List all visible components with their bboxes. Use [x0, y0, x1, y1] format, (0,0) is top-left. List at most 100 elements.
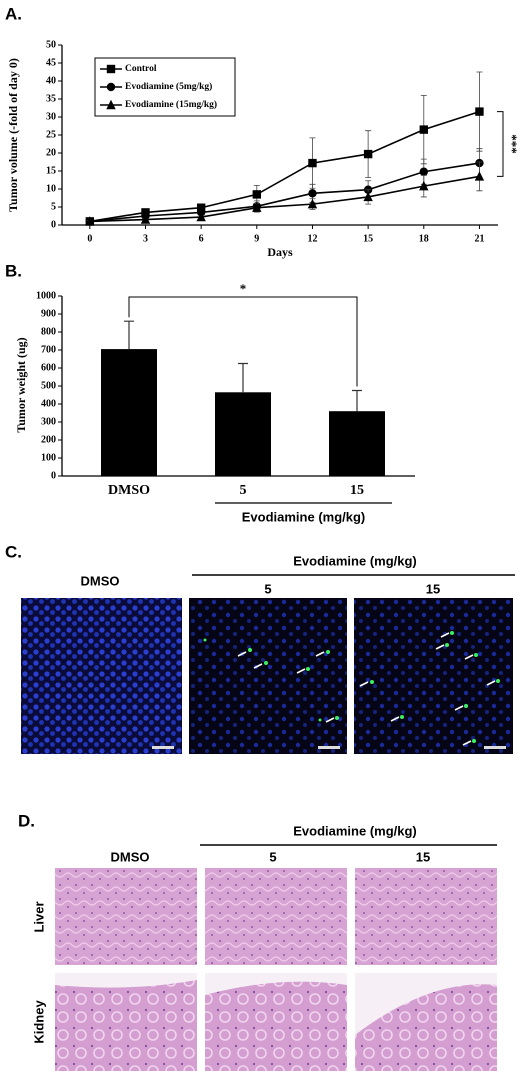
marker	[308, 189, 317, 198]
line	[89, 110, 480, 223]
panel-label: A.	[5, 4, 22, 23]
y-tick-label: 500	[41, 380, 56, 391]
legend-label: Control	[125, 64, 157, 74]
marker	[196, 203, 206, 212]
y-tick-label: 0	[51, 470, 56, 481]
line	[89, 162, 480, 223]
x-tick-label: 6	[199, 233, 204, 244]
marker	[363, 191, 373, 202]
y-tick-label: 1000	[36, 290, 56, 301]
error-bar	[124, 320, 134, 350]
y-axis-label: Tumor volume (-fold of day 0)	[6, 58, 20, 212]
micrograph	[189, 598, 347, 754]
micrograph	[355, 868, 497, 965]
chart-line: A. Tumor volume (-fold of day 0) 0 5 10 15 20 2…	[5, 4, 520, 258]
y-tick-label: 100	[41, 452, 56, 463]
panel-label: B.	[5, 261, 22, 280]
group-label: Evodiamine (mg/kg)	[293, 553, 417, 568]
x-tick-label: 12	[307, 233, 317, 244]
y-tick-label: 15	[46, 165, 56, 176]
x-tick-label: 9	[254, 233, 259, 244]
tissue-edge	[205, 973, 347, 995]
row-label: Liver	[31, 901, 46, 932]
arrows	[237, 632, 496, 746]
tissue-edge	[355, 973, 497, 1035]
x-tick-label: 15	[363, 233, 373, 244]
x-tick-label: 21	[474, 233, 484, 244]
significance-bracket	[497, 111, 504, 177]
bar	[215, 392, 271, 476]
marker	[106, 64, 116, 74]
bar	[101, 349, 157, 476]
y-tick-label: 30	[46, 111, 56, 122]
y-tick-label: 25	[46, 129, 56, 140]
panel-d: D. Evodiamine (mg/kg) DMSO 5 15 Liver Ki…	[18, 811, 497, 1071]
micrograph	[55, 868, 197, 965]
x-tick-label: 5	[240, 483, 247, 498]
y-tick-label: 20	[46, 147, 56, 158]
marker	[308, 158, 317, 168]
group-label: Evodiamine (mg/kg)	[242, 509, 366, 524]
column-label: 5	[264, 581, 271, 596]
marker	[140, 214, 151, 224]
row-label: Kidney	[31, 1000, 46, 1044]
marker	[106, 99, 116, 110]
x-tick-label: 3	[143, 233, 148, 244]
bar	[329, 411, 385, 476]
marker	[474, 171, 485, 181]
annotation: *	[240, 281, 247, 296]
marker	[85, 216, 95, 226]
y-tick-label: 800	[41, 326, 56, 337]
chart-bar: B. Tumor weight (ug) 0 100 200 300 400 500 600 70…	[5, 261, 415, 524]
y-tick-label: 35	[46, 93, 56, 104]
y-axis-label: Tumor weight (ug)	[14, 337, 28, 432]
annotation: ***	[505, 134, 520, 154]
x-tick-label: DMSO	[108, 483, 150, 498]
scale-bar	[484, 746, 506, 749]
micrograph	[354, 598, 513, 754]
y-tick-label: 400	[41, 398, 56, 409]
marker	[419, 167, 428, 176]
marker	[106, 82, 116, 92]
column-label: 15	[426, 581, 440, 596]
x-tick-label: 0	[87, 233, 92, 244]
y-tick-label: 300	[41, 416, 56, 427]
y-tick-label: 600	[41, 362, 56, 373]
y-tick-label: 5	[51, 201, 56, 212]
scale-bar	[152, 746, 174, 749]
marker	[196, 211, 206, 222]
y-tick-label: 900	[41, 308, 56, 319]
panel-label: D.	[18, 811, 35, 830]
micrograph	[55, 973, 197, 1071]
marker	[475, 107, 484, 116]
y-tick-label: 45	[46, 57, 56, 68]
column-label: DMSO	[81, 573, 120, 588]
panel-label: C.	[5, 542, 22, 561]
y-tick-label: 40	[46, 75, 56, 86]
micrograph	[21, 598, 182, 754]
y-tick-label: 0	[51, 219, 56, 230]
column-label: DMSO	[111, 849, 150, 864]
marker	[252, 202, 262, 212]
group-label: Evodiamine (mg/kg)	[293, 823, 417, 838]
column-label: 5	[269, 849, 276, 864]
x-axis-label: Days	[267, 245, 293, 259]
y-tick-label: 200	[41, 434, 56, 445]
significance-bracket	[128, 296, 358, 387]
tissue-edge	[55, 973, 197, 988]
panel-c: C. Evodiamine (mg/kg) DMSO 5 15	[5, 542, 515, 754]
line	[89, 175, 480, 223]
column-label: 15	[416, 849, 430, 864]
marker	[363, 149, 373, 159]
marker	[419, 180, 429, 191]
y-tick-label: 50	[46, 39, 56, 50]
error-bar	[352, 389, 362, 412]
error-bar	[238, 362, 248, 393]
scale-bar	[318, 746, 340, 749]
legend-label: Evodiamine (5mg/kg)	[125, 81, 212, 92]
marker	[419, 125, 428, 134]
tunel-dots	[203, 631, 500, 743]
marker	[252, 190, 262, 199]
x-tick-label: 18	[419, 233, 429, 244]
y-tick-label: 700	[41, 344, 56, 355]
